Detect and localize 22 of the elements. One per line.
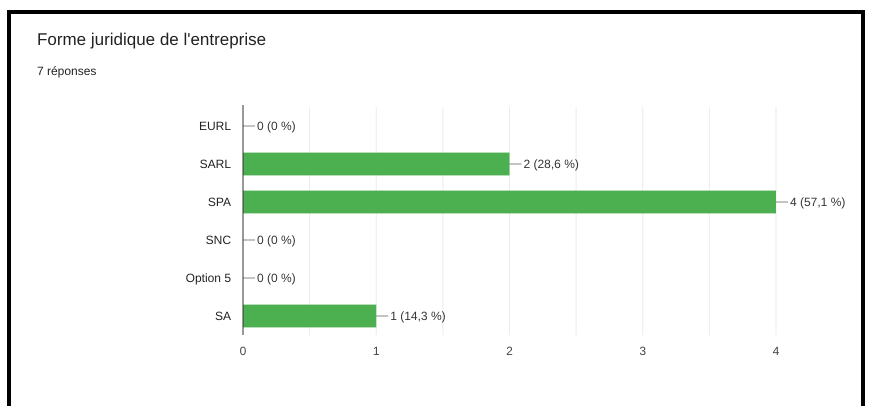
y-tick-label: Option 5 <box>186 271 232 285</box>
data-label: 4 (57,1 %) <box>790 195 846 209</box>
text: 7 réponses <box>37 64 96 78</box>
chart-title: Forme juridique de l'entreprise <box>37 30 266 49</box>
x-tick-label: 1 <box>372 344 380 358</box>
data-label: 0 (0 %) <box>257 233 296 247</box>
y-tick-label: EURL <box>198 119 232 133</box>
y-tick-label: SARL <box>200 157 232 171</box>
bar <box>243 152 510 176</box>
data-label: 0 (0 %) <box>257 271 296 285</box>
data-label: 2 (28,6 %) <box>524 157 579 171</box>
x-tick-label: 3 <box>639 344 646 358</box>
bar <box>243 304 376 328</box>
data-label: 0 (0 %) <box>257 119 296 133</box>
y-tick-label: SA <box>214 309 231 323</box>
y-tick-label: SPA <box>208 195 231 209</box>
x-tick-label: 2 <box>506 344 514 358</box>
y-tick-label: SNC <box>206 233 232 247</box>
x-tick-label: 0 <box>240 344 247 358</box>
data-label: 1 (14,3 %) <box>390 309 446 323</box>
x-tick-label: 4 <box>772 344 780 358</box>
bar <box>243 190 776 214</box>
